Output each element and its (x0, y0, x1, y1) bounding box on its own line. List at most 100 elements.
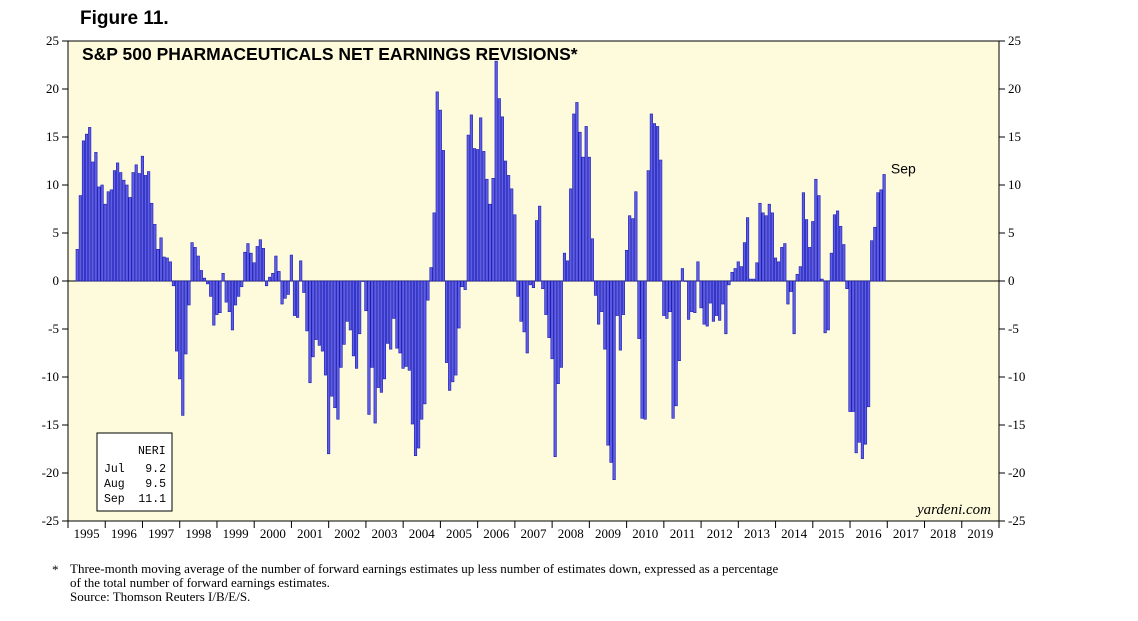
bar (237, 280, 241, 297)
bar (178, 280, 182, 380)
bar-series (75, 60, 886, 481)
bar (404, 280, 408, 367)
bar (358, 280, 362, 335)
bar (348, 280, 352, 331)
bar (857, 280, 861, 443)
bar (566, 260, 570, 282)
x-tick-label: 1995 (74, 526, 100, 541)
bar (215, 280, 219, 315)
bar (153, 224, 157, 282)
legend-value: 11.1 (138, 493, 166, 506)
bar (575, 102, 579, 282)
bar (159, 237, 163, 282)
x-tick-label: 2017 (893, 526, 920, 541)
chart-title: S&P 500 PHARMACEUTICALS NET EARNINGS REV… (82, 44, 578, 64)
bar (97, 186, 101, 282)
bar (417, 280, 421, 449)
bar (407, 280, 411, 371)
bar (628, 215, 632, 282)
bar (789, 280, 793, 292)
bar (550, 280, 554, 360)
bar (128, 197, 132, 282)
bar (401, 280, 405, 369)
y-tick-label-right: -20 (1008, 465, 1025, 480)
bar (448, 280, 452, 391)
bar (85, 133, 89, 282)
bar (652, 123, 657, 282)
bar (438, 109, 442, 282)
bar (780, 247, 784, 282)
bar (94, 152, 98, 282)
bar (646, 170, 650, 282)
bar (531, 280, 535, 289)
bar (746, 217, 750, 282)
footnote-marker: * (52, 562, 59, 577)
y-tick-label-left: 10 (46, 177, 59, 192)
bar (674, 280, 678, 407)
bar (839, 225, 843, 282)
bar (624, 249, 629, 282)
x-tick-label: 2005 (446, 526, 472, 541)
bar (240, 280, 244, 288)
bar (559, 280, 563, 368)
bar (708, 280, 712, 304)
bar (249, 252, 253, 282)
x-tick-label: 2018 (930, 526, 956, 541)
bar (876, 192, 880, 282)
bar (109, 189, 113, 282)
bar (165, 257, 169, 282)
bar (190, 242, 194, 282)
bar (777, 261, 781, 282)
bar (665, 280, 669, 319)
bar (103, 203, 107, 282)
y-tick-label-left: 5 (53, 225, 60, 240)
bar (867, 280, 871, 408)
bar (392, 280, 396, 319)
y-tick-label-right: -5 (1008, 321, 1019, 336)
legend-frame (96, 432, 173, 512)
bar (522, 280, 526, 333)
bar (413, 280, 418, 457)
bar (547, 280, 551, 338)
bar (395, 280, 399, 349)
bar (739, 266, 743, 282)
bar (280, 280, 284, 305)
bar (296, 280, 300, 318)
bar (804, 219, 809, 282)
x-tick-label: 2002 (334, 526, 360, 541)
bar (202, 277, 207, 282)
bar (255, 246, 259, 282)
bar (373, 280, 377, 424)
bar (609, 280, 613, 463)
x-tick-label: 1998 (185, 526, 211, 541)
bar (386, 280, 390, 344)
bar (444, 280, 449, 363)
bar (606, 280, 610, 446)
bar (125, 184, 129, 282)
bar (252, 262, 256, 282)
bar (882, 174, 886, 282)
bar (336, 280, 340, 420)
x-tick-label: 1997 (148, 526, 175, 541)
bar (534, 220, 539, 282)
x-tick-label: 1996 (111, 526, 138, 541)
bar (193, 247, 197, 282)
bar (435, 91, 439, 282)
bar (525, 280, 529, 354)
bar (727, 280, 731, 286)
bar (227, 280, 231, 313)
bar (798, 266, 802, 282)
bar (265, 280, 269, 287)
bar (476, 149, 480, 282)
bar (693, 280, 697, 313)
bar (187, 280, 191, 306)
x-tick-label: 2019 (967, 526, 993, 541)
bar (398, 280, 402, 354)
bar (680, 268, 684, 282)
bar (832, 214, 837, 282)
bar (286, 280, 290, 295)
bar (696, 261, 700, 282)
legend-month: Aug (104, 478, 125, 491)
bar (826, 280, 830, 331)
bar (339, 280, 343, 368)
